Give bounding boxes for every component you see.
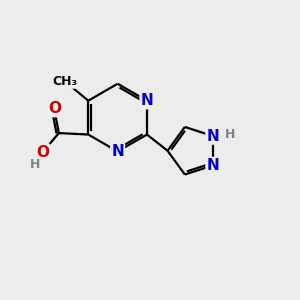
Text: N: N	[206, 158, 219, 173]
Text: N: N	[206, 128, 219, 143]
Text: CH₃: CH₃	[52, 75, 77, 88]
Text: N: N	[141, 93, 153, 108]
Text: N: N	[111, 144, 124, 159]
Text: O: O	[48, 101, 61, 116]
Text: H: H	[225, 128, 236, 141]
Text: H: H	[30, 158, 40, 171]
Text: O: O	[36, 145, 49, 160]
